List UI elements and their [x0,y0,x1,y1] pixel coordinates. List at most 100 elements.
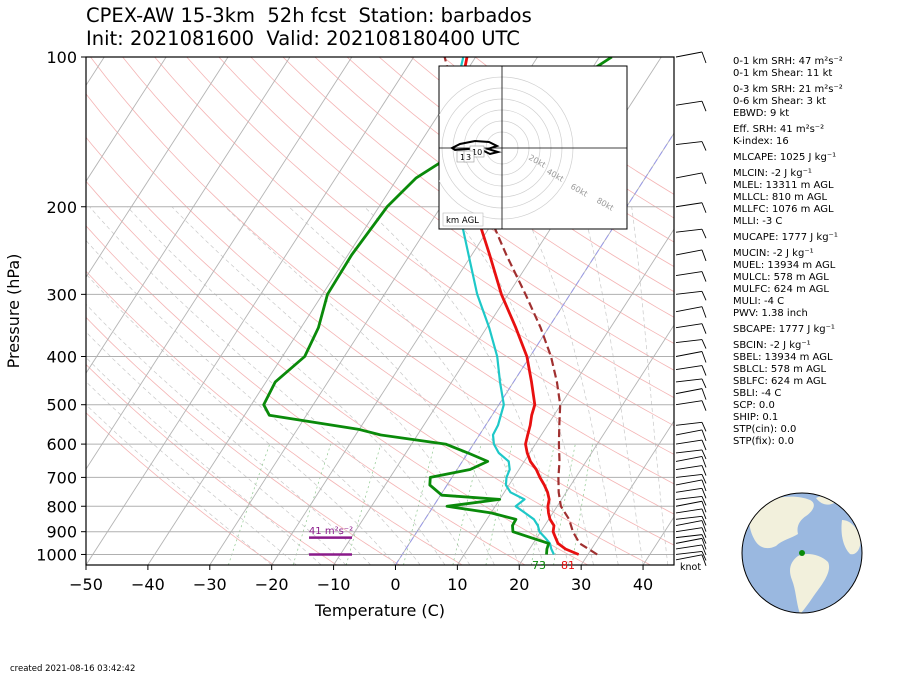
y-tick-label: 600 [46,435,77,454]
globe-africa [841,520,861,555]
wind-barb-flag [701,249,707,262]
wind-barb-shaft [675,365,703,371]
y-axis-ticks: 100 200 300 400 500 600 700 800 900 1000 [36,48,86,564]
y-tick-label: 500 [46,396,77,415]
param-sbcin: SBCIN: -2 J kg⁻¹ [733,340,811,351]
wind-barb [675,449,707,460]
isotherm [456,228,674,565]
wind-barb [675,400,707,411]
dry-adiabat [86,363,337,565]
wind-barb-flag [701,400,707,411]
param-eff-srh: Eff. SRH: 41 m²s⁻² [733,124,825,135]
x-tick-label: 10 [447,575,467,594]
wind-barb-flag [701,496,707,506]
y-tick-label: 300 [46,285,77,304]
profile-lines [262,57,613,556]
y-tick-label: 400 [46,348,77,367]
param-sbcape: SBCAPE: 1777 J kg⁻¹ [733,324,835,335]
param-mllfc: MLLFC: 1076 m AGL [733,204,834,215]
wind-barb-flag [701,202,707,213]
param-mllcl: MLLCL: 810 m AGL [733,192,828,203]
wind-barb-shaft [675,388,703,395]
x-axis-ticks: −50 −40 −30 −20 −10 0 10 20 30 40 [69,565,653,594]
wind-barb-shaft [675,249,703,256]
wind-barb [675,351,707,363]
param-stp-fix: STP(fix): 0.0 [733,436,794,447]
wind-barb [675,51,707,64]
wind-barb-shaft [675,100,703,106]
param-stp-cin: STP(cin): 0.0 [733,424,797,435]
moist-adiabat [86,404,272,565]
param-mulcl: MULCL: 578 m AGL [733,272,829,283]
dry-adiabat [314,57,674,318]
wind-barb [675,228,707,239]
wind-barb [675,172,707,185]
hodo-label-10: 10 [472,148,482,157]
wind-barb [675,554,707,566]
wind-barb-shaft [675,51,703,58]
wind-barb-flag [701,439,707,451]
wind-barb-shaft [675,306,703,313]
wind-barb-shaft [675,500,703,507]
wind-barb-flag [701,456,707,468]
hodo-label-1: 1 [460,153,465,162]
created-timestamp: created 2021-08-16 03:42:42 [10,664,136,674]
globe-north-america [749,496,814,549]
moist-adiabat [86,331,347,565]
y-tick-label: 700 [46,468,77,487]
wind-barb-flag [701,323,707,334]
wind-barb-flag [701,51,707,64]
param-shear-06: 0-6 km Shear: 3 kt [733,96,826,107]
wind-barb-shaft [675,479,703,486]
wind-barb-flag [701,488,707,499]
wind-barb-shaft [675,339,703,344]
moist-adiabat [171,206,495,565]
wind-barb-flag [701,474,707,484]
wind-barb [675,487,707,499]
dry-adiabat [282,57,674,344]
wind-barb-shaft [675,421,703,426]
wind-barb-shaft [675,551,703,555]
moist-adiabat [86,381,297,565]
wind-barb-flag [701,429,707,442]
wind-barb [675,339,707,349]
dry-adiabat [86,270,463,565]
moist-adiabat [581,206,644,565]
wind-barb [675,429,707,442]
mixing-ratio-line [345,443,382,565]
wind-barb-flag [701,271,707,282]
wind-barb [675,306,707,318]
wind-barb-flag [701,551,707,561]
dry-adiabat [154,57,674,455]
wind-barb-shaft [675,534,703,539]
hodo-label-box-3 [463,150,475,163]
param-sbel: SBEL: 13934 m AGL [733,352,833,363]
x-tick-label: −40 [131,575,165,594]
dewpoint-line [262,57,613,555]
moist-adiabat [631,206,669,565]
isotherm [86,57,291,374]
srh-label: 41 m²s⁻² [309,526,353,537]
param-muel: MUEL: 13934 m AGL [733,260,836,271]
chart-title-line2: Init: 2021081600 Valid: 202108180400 UTC [86,27,520,50]
moist-adiabat [520,206,619,565]
hodograph-trace [450,139,502,156]
sounding-parameters: 0-1 km SRH: 47 m²s⁻² 0-1 km Shear: 11 kt… [733,56,903,448]
mixing-ratio-line [403,444,436,565]
y-tick-label: 800 [46,497,77,516]
location-globe [741,492,863,614]
wind-barb-flag [701,365,707,376]
wind-barb-shaft [675,323,703,329]
wind-barb-flag [701,229,707,239]
param-mulfc: MULFC: 624 m AGL [733,284,829,295]
wind-barb-shaft [675,554,703,561]
x-tick-label: 20 [509,575,529,594]
wind-barb-flag [701,538,707,550]
dry-adiabat [186,57,674,427]
mixing-ratio-line [571,444,593,565]
wind-barb-shaft [675,544,703,550]
x-tick-label: 30 [571,575,591,594]
wind-barb [675,473,707,484]
dry-adiabat [218,57,674,399]
